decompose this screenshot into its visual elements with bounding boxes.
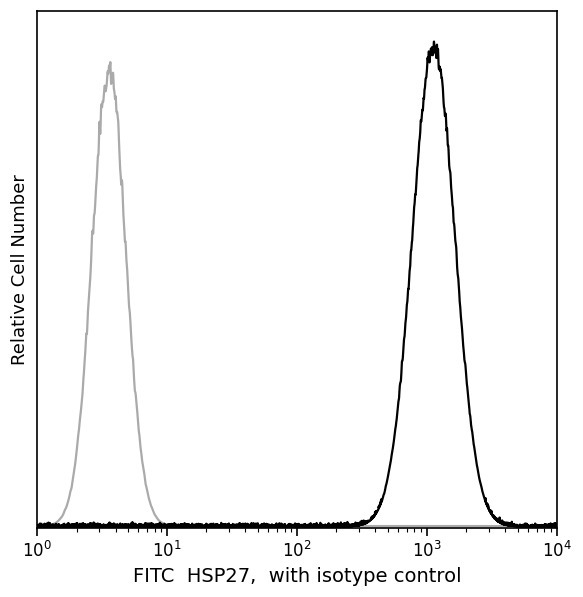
X-axis label: FITC  HSP27,  with isotype control: FITC HSP27, with isotype control [133, 567, 462, 586]
Y-axis label: Relative Cell Number: Relative Cell Number [11, 174, 29, 365]
